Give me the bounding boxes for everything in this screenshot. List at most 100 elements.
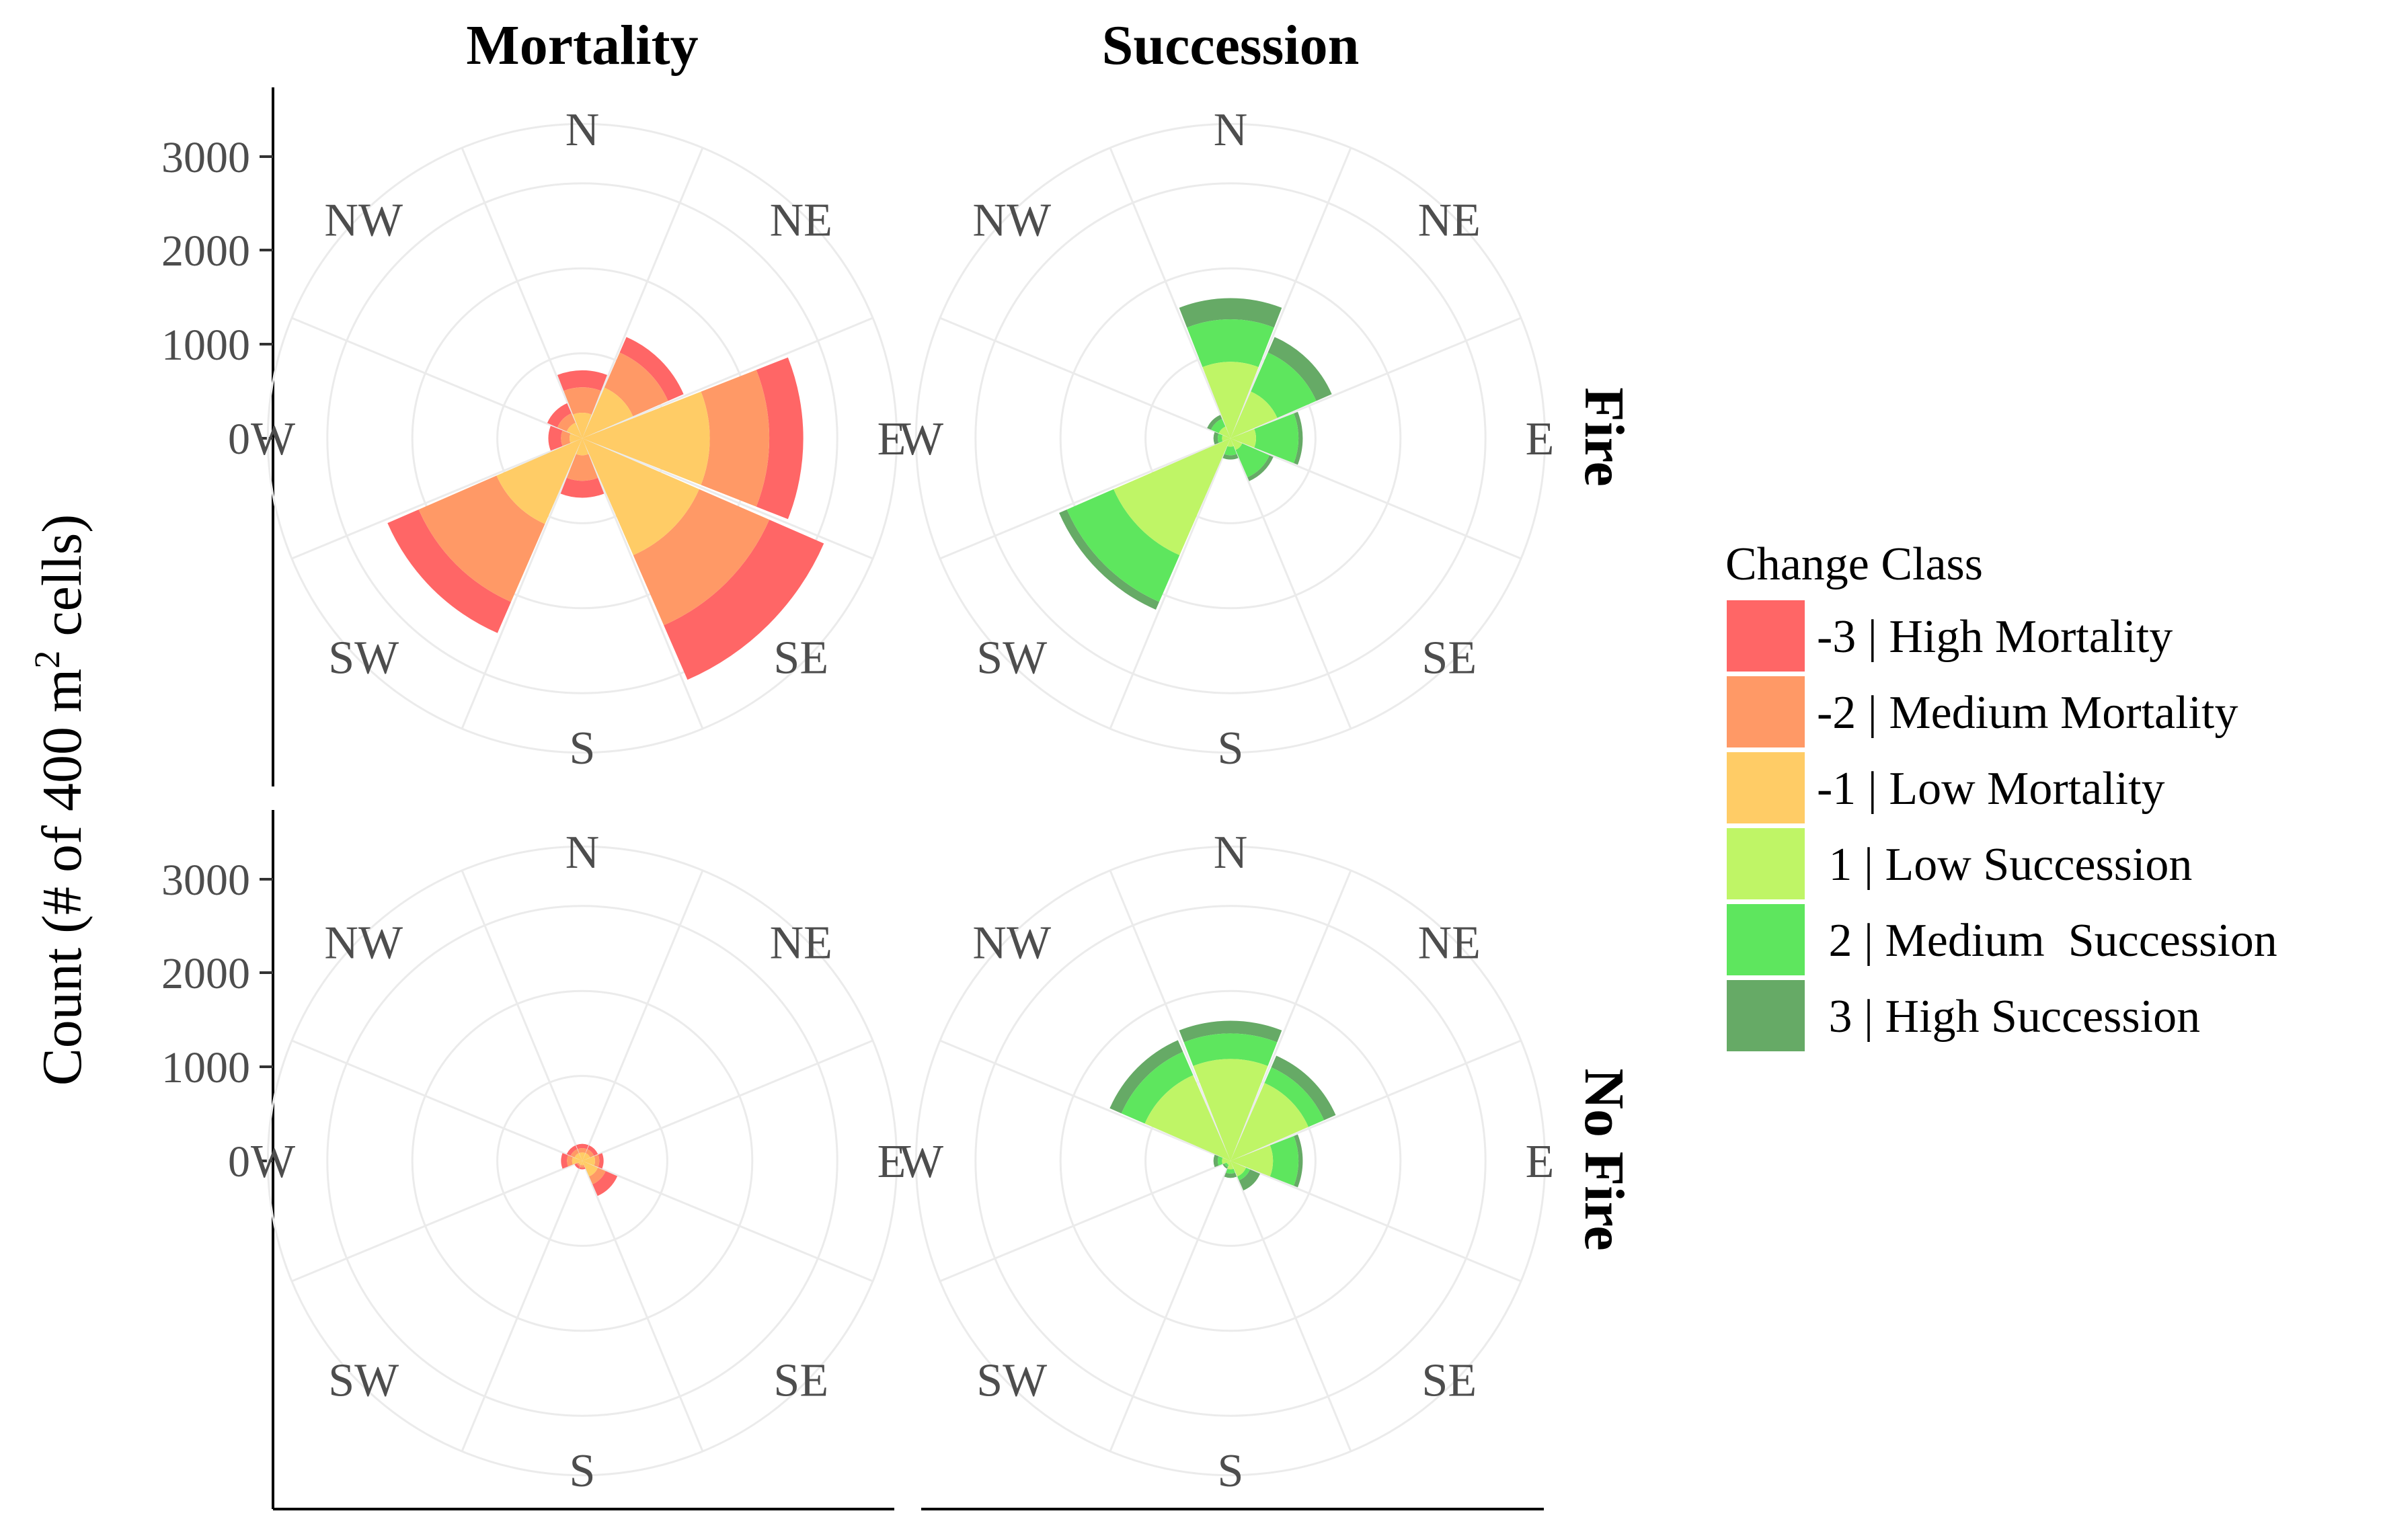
polar-grid-circle xyxy=(914,122,1547,754)
polar-grid-spoke xyxy=(1229,147,1352,439)
direction-label-s: S xyxy=(1218,1445,1244,1497)
wedge-nw-class-2 xyxy=(570,1149,579,1158)
y-tick-label: 2000 xyxy=(161,949,250,998)
wedge-s-class-2 xyxy=(566,454,598,481)
polar-grid-spoke xyxy=(1230,1160,1522,1283)
wedge-se-class-2 xyxy=(1237,1168,1250,1180)
wedge-se-class-3 xyxy=(1239,1169,1261,1191)
wedge-w-class-3 xyxy=(1213,1154,1219,1168)
polar-grid-circle xyxy=(496,1075,668,1247)
wedge-e-class-1 xyxy=(582,1156,595,1166)
direction-label-w: W xyxy=(251,413,295,465)
row-title-fire: Fire xyxy=(1573,387,1635,487)
polar-grid-spoke xyxy=(581,870,704,1162)
polar-grid-spoke xyxy=(291,437,583,560)
direction-label-nw: NW xyxy=(324,918,403,969)
legend-label-low-mortality: -1 | Low Mortality xyxy=(1817,763,2165,815)
polar-grid-circle xyxy=(974,905,1487,1417)
wedge-e-class-2 xyxy=(1254,413,1299,464)
direction-label-ne: NE xyxy=(770,918,832,969)
wedge-n-class-1 xyxy=(1202,362,1259,438)
direction-label-e: E xyxy=(877,413,906,465)
direction-label-n: N xyxy=(1214,827,1248,879)
polar-grid-spoke xyxy=(582,437,873,560)
wedge-sw-class-2 xyxy=(1066,489,1180,602)
wedge-ne-class-2 xyxy=(586,1149,594,1158)
polar-grid-circle xyxy=(914,845,1547,1477)
wedge-e-class-1 xyxy=(582,391,710,485)
wedge-sw-class-2 xyxy=(418,475,545,602)
wedge-nw-class-2 xyxy=(1121,1051,1194,1124)
wedge-nw-class-1 xyxy=(566,422,582,438)
polar-grid-circle xyxy=(974,182,1487,694)
polar-grid-circle xyxy=(326,182,838,694)
wedge-n-class-3 xyxy=(576,1143,589,1149)
polar-grid-spoke xyxy=(581,438,704,729)
wedge-nw-class-3 xyxy=(1207,415,1222,430)
wedge-n-class-2 xyxy=(563,387,601,415)
legend-swatch-high-succession xyxy=(1727,980,1805,1051)
wedge-w-class-1 xyxy=(572,1157,582,1165)
wedge-se-class-1 xyxy=(582,438,699,555)
wedge-ne-class-2 xyxy=(1251,352,1317,418)
wedge-ne-class-3 xyxy=(1267,337,1332,401)
wedge-nw-class-2 xyxy=(1211,419,1226,434)
wedge-ne-class-3 xyxy=(587,1145,598,1156)
polar-grid-circle xyxy=(266,845,898,1477)
direction-label-se: SE xyxy=(773,1354,828,1406)
y-tick-label: 1000 xyxy=(161,321,250,370)
wedge-e-class-2 xyxy=(701,370,770,507)
polar-grid-spoke xyxy=(582,1160,873,1283)
polar-grid-spoke xyxy=(1109,147,1232,439)
y-axis-title-superscript: 2 xyxy=(27,651,67,669)
polar-grid-spoke xyxy=(1230,437,1522,560)
wedge-ne-class-2 xyxy=(1264,1067,1325,1127)
polar-grid-circle xyxy=(326,905,838,1417)
direction-label-e: E xyxy=(1526,413,1555,465)
wedge-sw-class-3 xyxy=(574,1163,580,1169)
wedge-nw-class-3 xyxy=(547,403,572,428)
direction-label-se: SE xyxy=(1421,1354,1477,1406)
wedge-sw-class-2 xyxy=(576,1162,581,1167)
direction-label-w: W xyxy=(251,1136,295,1188)
wedge-sw-class-1 xyxy=(578,1161,582,1165)
legend-swatch-high-mortality xyxy=(1727,600,1805,672)
wedge-sw-class-1 xyxy=(496,438,582,524)
wedge-s-class-1 xyxy=(1227,438,1234,447)
direction-label-nw: NW xyxy=(324,195,403,247)
direction-label-nw: NW xyxy=(972,195,1051,247)
wedge-n-class-1 xyxy=(1193,1059,1268,1161)
polar-grid-spoke xyxy=(939,317,1231,440)
panel-no-fire-mortality: N NE E SE S SW W NW xyxy=(251,827,906,1497)
y-ticks-bottom: 0 1000 2000 3000 xyxy=(161,856,273,1186)
wedge-n-class-2 xyxy=(578,1148,587,1153)
wedge-s-class-3 xyxy=(1224,1172,1237,1178)
wedge-se-class-2 xyxy=(633,489,770,626)
y-tick-label: 3000 xyxy=(161,133,250,182)
wedge-s-class-2 xyxy=(1226,1168,1235,1174)
direction-label-n: N xyxy=(1214,104,1248,156)
polar-grid-spoke xyxy=(581,147,704,439)
direction-label-s: S xyxy=(570,1445,596,1497)
direction-label-ne: NE xyxy=(770,195,832,247)
direction-label-s: S xyxy=(570,723,596,774)
y-ticks-top: 0 1000 2000 3000 xyxy=(161,133,273,464)
direction-label-s: S xyxy=(1218,723,1244,774)
legend-title: Change Class xyxy=(1725,538,1983,590)
polar-grid-spoke xyxy=(581,1160,704,1452)
polar-grid-circle xyxy=(1059,267,1402,610)
wedge-n-class-3 xyxy=(1179,1020,1282,1043)
polar-grid-spoke xyxy=(582,317,873,440)
wedge-se-class-3 xyxy=(664,520,824,680)
wedge-n-class-1 xyxy=(579,1152,586,1161)
legend-label-high-succession: 3 | High Succession xyxy=(1817,991,2200,1043)
wedge-w-class-3 xyxy=(1213,432,1219,445)
direction-label-e: E xyxy=(877,1136,906,1188)
panel-fire-mortality: N NE E SE S SW W NW xyxy=(251,104,906,774)
direction-label-w: W xyxy=(899,1136,943,1188)
wedge-s-class-2 xyxy=(580,1164,585,1168)
wedge-ne-class-1 xyxy=(582,387,633,438)
wedge-s-class-1 xyxy=(1227,1161,1234,1170)
wedge-nw-class-1 xyxy=(1218,426,1230,438)
